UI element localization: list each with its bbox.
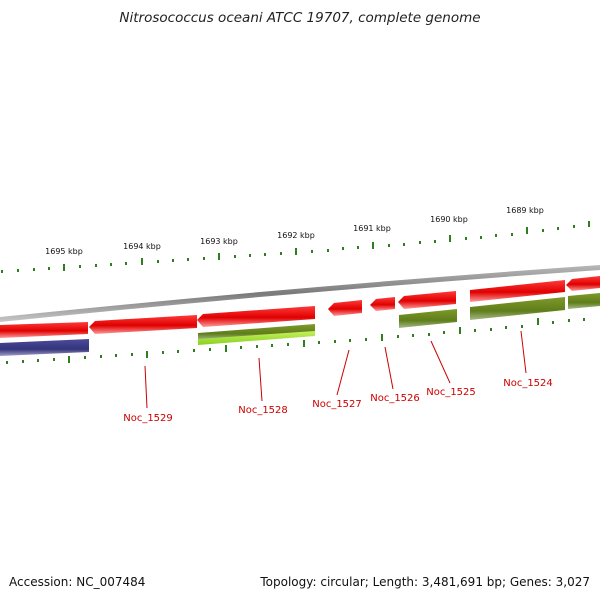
gene-block-olive <box>568 293 600 309</box>
kbp-label-1690: 1690 kbp <box>430 215 468 224</box>
kbp-label-1694: 1694 kbp <box>123 242 161 251</box>
accession-text: Accession: NC_007484 <box>9 575 146 589</box>
gene-arrow-noc-1524 <box>470 280 565 302</box>
map-title: Nitrosococcus oceani ATCC 19707, complet… <box>119 10 481 26</box>
gene-block-noc-1524-olive <box>470 297 565 320</box>
gene-arrow-noc-1525 <box>398 291 456 309</box>
kbp-label-1695: 1695 kbp <box>45 247 83 256</box>
gene-label-noc-1525[interactable]: Noc_1525 <box>426 387 476 398</box>
gene-label-noc-1529[interactable]: Noc_1529 <box>123 413 173 424</box>
gene-block-blue <box>0 339 89 356</box>
gene-arrow <box>566 276 600 291</box>
gene-label-noc-1528[interactable]: Noc_1528 <box>238 405 288 416</box>
gene-block-noc-1525-olive <box>399 309 457 328</box>
kbp-label-1691: 1691 kbp <box>353 224 391 233</box>
genome-summary-text: Topology: circular; Length: 3,481,691 bp… <box>260 575 590 589</box>
gene-arrow-noc-1527 <box>328 300 362 316</box>
inner-tick-track <box>6 318 585 364</box>
gene-label-noc-1524[interactable]: Noc_1524 <box>503 378 553 389</box>
kbp-label-1693: 1693 kbp <box>200 237 238 246</box>
gene-label-noc-1527[interactable]: Noc_1527 <box>312 399 362 410</box>
kbp-label-1692: 1692 kbp <box>277 231 315 240</box>
label-leader-lines <box>144 330 527 409</box>
kbp-scale-labels: 1695 kbp 1694 kbp 1693 kbp 1692 kbp 1691… <box>45 206 544 256</box>
forward-strand-genes <box>0 276 600 338</box>
genome-backbone <box>0 265 600 322</box>
gene-arrow <box>0 322 88 338</box>
gene-arrow-noc-1529 <box>89 315 197 334</box>
gene-block-noc-1528-lime <box>198 331 315 345</box>
outer-tick-track <box>1 221 590 273</box>
gene-block-noc-1528-olive <box>198 324 315 340</box>
gene-arrow-noc-1528 <box>197 306 315 327</box>
gene-arrow-noc-1526 <box>370 297 395 311</box>
gene-label-noc-1526[interactable]: Noc_1526 <box>370 393 420 404</box>
kbp-label-1689: 1689 kbp <box>506 206 544 215</box>
reverse-strand-genes <box>0 293 600 356</box>
gene-labels: Noc_1529 Noc_1528 Noc_1527 Noc_1526 Noc_… <box>123 378 553 424</box>
